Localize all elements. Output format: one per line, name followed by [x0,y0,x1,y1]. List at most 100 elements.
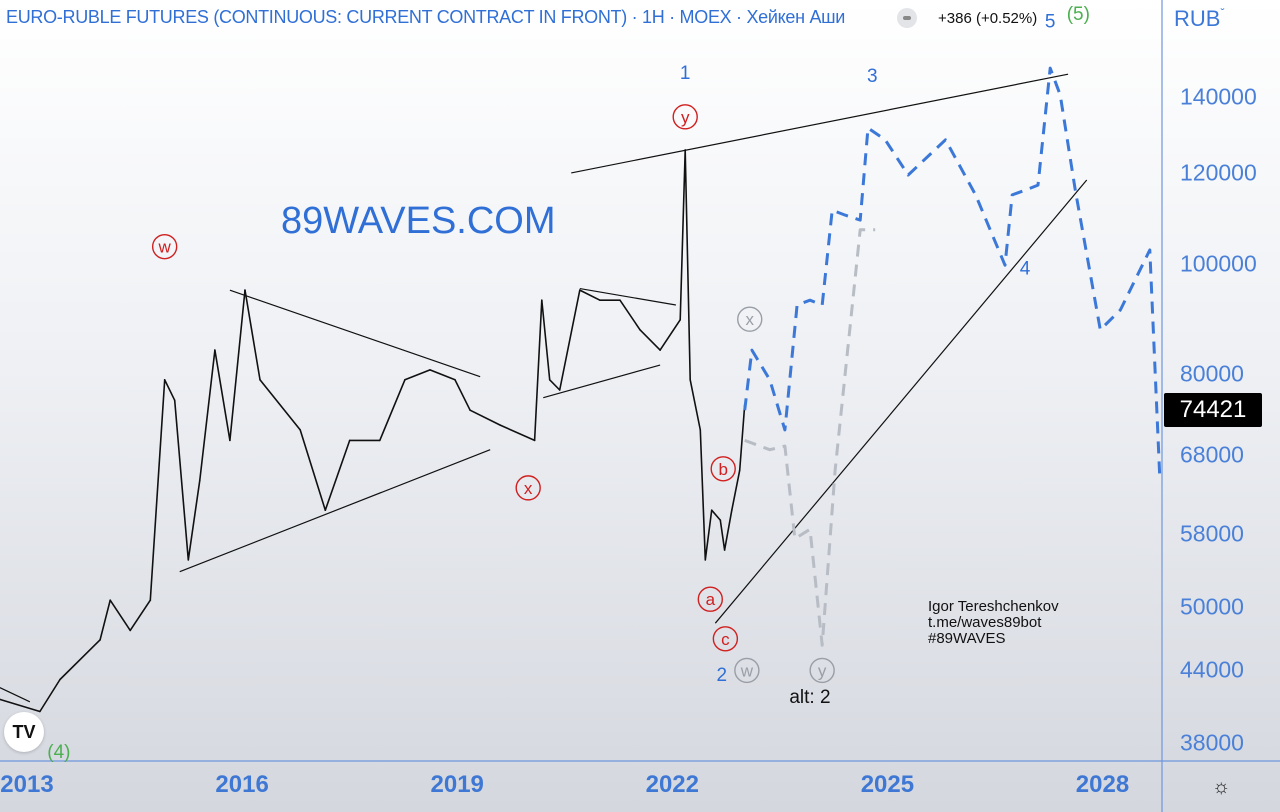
sun-gear-icon[interactable]: ☼ [1212,776,1231,798]
price-point [404,379,406,381]
wave-label: w [740,661,754,680]
price-point [704,559,707,561]
x-tick-label: 2025 [860,771,915,798]
wave-label: x [745,310,754,329]
wave-label-circle [734,657,760,684]
price-point [229,439,231,442]
price-point [429,369,431,371]
price-point [469,409,471,411]
author-link: t.me/waves89bot [928,614,1042,631]
price-point [639,329,641,331]
wave-label: alt: 2 [789,687,830,708]
price-point [731,509,733,511]
y-tick-label: 44000 [1180,656,1244,683]
price-point [173,399,176,402]
price-point [548,379,551,381]
currency-label: RUB [1174,6,1221,31]
collapse-toggle-icon[interactable] [897,8,917,28]
price-point [499,424,502,426]
wave-label: y [818,661,827,680]
wave-label: w [158,238,172,257]
x-tick-label: 2028 [1075,771,1130,798]
price-point [214,349,216,351]
wave-label: 2 [716,665,727,686]
wave-label: b [718,460,727,479]
series-projection [743,66,1162,481]
author-block: Igor Tereshchenkov t.me/waves89bot #89WA… [928,599,1059,647]
trendline-triangle1-upper [229,289,481,378]
last-price-tag: 74421 [1164,393,1262,427]
symbol-title[interactable]: EURO-RUBLE FUTURES (CONTINUOUS: CURRENT … [6,7,846,27]
author-name: Igor Tereshchenkov [928,598,1059,615]
wave-label: 4 [1020,259,1031,280]
price-point [324,509,327,511]
wave-label: c [721,630,730,649]
price-point [0,698,1,701]
trendline-left-small [0,687,31,703]
x-tick-label: 2016 [215,771,269,798]
wave-label-circle [712,626,739,652]
price-point [187,559,190,561]
author-tag: #89WAVES [928,630,1006,647]
watermark-text: 89WAVES.COM [281,200,556,242]
y-tick-label: 120000 [1180,159,1257,186]
price-point [109,599,111,601]
price-point [299,429,301,431]
price-point [723,549,726,551]
wave-label: 1 [680,63,691,84]
y-tick-label: 38000 [1180,729,1244,756]
price-point [738,469,741,472]
price-change: +386 (+0.52%) [938,10,1038,27]
wave-label: 3 [867,66,878,87]
wave-label: x [524,479,533,498]
y-tick-label: 80000 [1180,360,1244,387]
trendline-wedge-lower [714,179,1088,624]
price-point [39,710,41,713]
price-point [454,379,456,381]
price-point [163,379,166,381]
price-point [684,149,687,151]
y-tick-label: 100000 [1180,250,1257,277]
wave-label: 5 [1045,12,1056,33]
wave-label-circle [151,233,178,260]
wave-label-circle [737,306,763,332]
y-tick-label: 50000 [1180,593,1244,620]
price-point [149,599,152,601]
wave-label-circle [672,104,698,130]
price-point [129,629,132,632]
price-point [710,509,713,511]
price-point [259,379,261,381]
wave-label: (5) [1067,4,1090,25]
wave-label: (4) [47,742,70,763]
price-point [99,639,101,641]
price-point [541,299,543,301]
y-tick-label: 140000 [1180,83,1257,110]
price-point [59,678,61,681]
trendline-triangle1-lower [179,449,491,573]
price-point [689,379,692,381]
y-tick-label: 68000 [1180,441,1244,468]
x-tick-label: 2019 [430,771,484,798]
trendline-wedge-upper [571,73,1069,174]
price-point [659,349,661,351]
wave-label-circle [809,657,835,684]
currency-selector[interactable]: RUBˇ [1174,6,1224,32]
price-point [679,318,681,321]
price-point [198,479,201,481]
series-price [0,149,746,713]
chevron-down-icon: ˇ [1220,6,1225,20]
price-point [533,439,536,442]
tradingview-logo[interactable]: TV [4,712,44,752]
wave-label-circle [515,475,541,501]
y-tick-label: 58000 [1180,520,1244,547]
wave-label: a [706,590,716,609]
trendline-triangle2-lower [543,364,661,399]
x-tick-label: 2013 [0,771,54,798]
price-point [244,289,246,291]
wave-label-circle [710,456,736,482]
x-tick-label: 2022 [645,771,699,798]
price-point [579,289,581,291]
price-point [378,439,381,442]
series-alt-projection [744,228,876,647]
